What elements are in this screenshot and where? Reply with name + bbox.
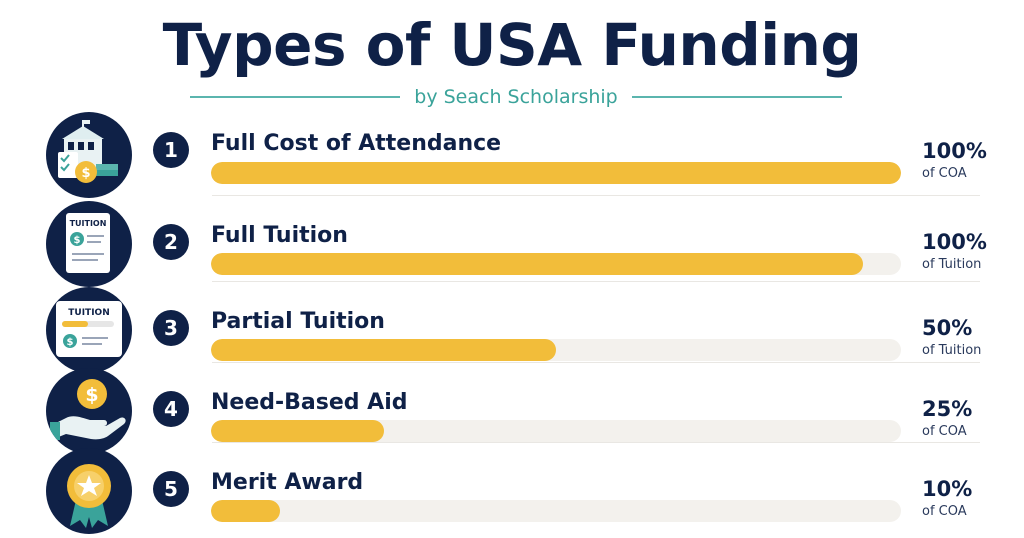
tuition-document-icon: TUITION $ bbox=[46, 201, 132, 287]
bar-track bbox=[211, 420, 901, 442]
row-divider bbox=[212, 442, 980, 443]
row-divider bbox=[212, 195, 980, 196]
row-label: Partial Tuition bbox=[211, 309, 385, 334]
page-title: Types of USA Funding bbox=[162, 11, 862, 79]
row-label: Full Tuition bbox=[211, 223, 348, 248]
funding-row: 5 Merit Award 10% of COA bbox=[0, 448, 1024, 534]
value-label: 25% bbox=[922, 397, 973, 421]
bar-fill bbox=[211, 339, 556, 361]
row-number-badge: 3 bbox=[153, 310, 189, 346]
bar-fill bbox=[211, 162, 901, 184]
svg-text:$: $ bbox=[81, 166, 90, 181]
row-number-badge: 1 bbox=[153, 132, 189, 168]
award-medal-icon bbox=[46, 448, 132, 534]
svg-text:$: $ bbox=[85, 384, 98, 406]
row-number-badge: 5 bbox=[153, 471, 189, 507]
tuition-card-icon: TUITION $ bbox=[46, 287, 132, 373]
row-label: Need-Based Aid bbox=[211, 390, 408, 415]
funding-row: $1 Full Cost of Attendance 100% of COA bbox=[0, 112, 1024, 198]
bar-track bbox=[211, 339, 901, 361]
value-label: 100% bbox=[922, 230, 987, 254]
funding-row: TUITION $3 Partial Tuition 50% of Tuition bbox=[0, 287, 1024, 373]
unit-label: of Tuition bbox=[922, 343, 982, 358]
value-label: 50% bbox=[922, 316, 973, 340]
unit-label: of COA bbox=[922, 424, 967, 439]
bar-track bbox=[211, 500, 901, 522]
hand-coin-icon: $ bbox=[46, 368, 132, 454]
row-divider bbox=[212, 362, 980, 363]
funding-row: TUITION $2 Full Tuition 100% of Tuition bbox=[0, 201, 1024, 287]
unit-label: of COA bbox=[922, 504, 967, 519]
value-label: 10% bbox=[922, 477, 973, 501]
bar-track bbox=[211, 253, 901, 275]
bar-fill bbox=[211, 500, 280, 522]
row-label: Full Cost of Attendance bbox=[211, 131, 502, 156]
row-number-badge: 4 bbox=[153, 391, 189, 427]
svg-text:TUITION: TUITION bbox=[68, 308, 109, 318]
unit-label: of Tuition bbox=[922, 257, 982, 272]
value-label: 100% bbox=[922, 139, 987, 163]
bar-fill bbox=[211, 420, 384, 442]
campus-money-icon: $ bbox=[46, 112, 132, 198]
row-number-badge: 2 bbox=[153, 224, 189, 260]
svg-text:TUITION: TUITION bbox=[70, 219, 107, 228]
subtitle-divider-left bbox=[190, 96, 401, 98]
unit-label: of COA bbox=[922, 166, 967, 181]
subtitle: by Seach Scholarship bbox=[414, 86, 618, 108]
svg-text:$: $ bbox=[67, 337, 74, 348]
row-divider bbox=[212, 281, 980, 282]
svg-text:$: $ bbox=[74, 235, 81, 246]
subtitle-row: by Seach Scholarship bbox=[190, 82, 843, 112]
bar-fill bbox=[211, 253, 863, 275]
funding-row: $4 Need-Based Aid 25% of COA bbox=[0, 368, 1024, 454]
row-label: Merit Award bbox=[211, 470, 364, 495]
bar-track bbox=[211, 162, 901, 184]
subtitle-divider-right bbox=[631, 96, 843, 98]
